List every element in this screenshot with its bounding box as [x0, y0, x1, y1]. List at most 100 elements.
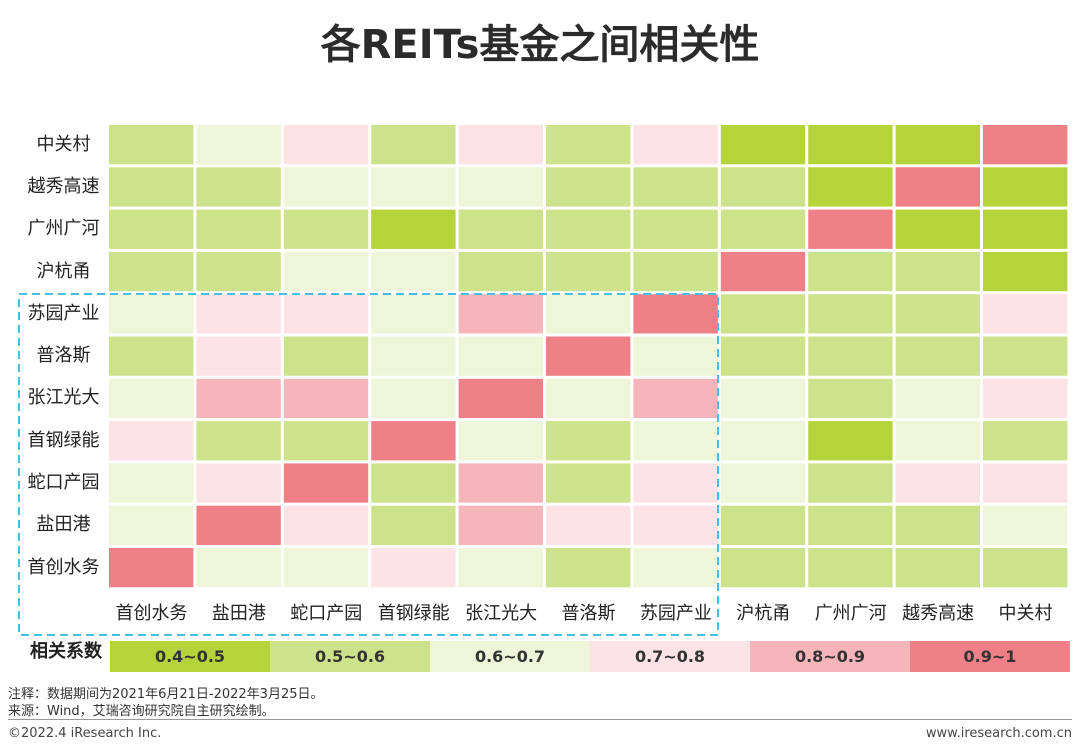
website-link[interactable]: www.iresearch.com.cn	[925, 726, 1072, 741]
heatmap-cell	[983, 336, 1068, 376]
heatmap-cell	[196, 209, 281, 249]
row-label: 苏园产业	[27, 302, 100, 324]
heatmap-cell	[458, 125, 543, 165]
heatmap-cell	[633, 336, 718, 376]
heatmap-cell	[458, 294, 543, 334]
heatmap-cell	[633, 251, 718, 292]
heatmap-cell	[283, 463, 369, 503]
heatmap-cell	[196, 505, 281, 545]
heatmap-cell	[546, 125, 631, 165]
row-label: 首创水务	[27, 556, 100, 578]
heatmap-cell	[895, 378, 980, 419]
heatmap-cell	[808, 463, 893, 503]
legend-item: 0.9~1	[910, 641, 1070, 672]
row-label: 中关村	[36, 133, 91, 155]
heatmap-cell	[196, 421, 281, 461]
heatmap-cell	[109, 251, 194, 292]
heatmap-cell	[895, 463, 980, 503]
heatmap-cell	[371, 548, 456, 588]
heatmap-cell	[546, 294, 631, 334]
row-label: 广州广河	[27, 218, 100, 240]
heatmap-cell	[546, 209, 631, 249]
column-label: 中关村	[998, 603, 1053, 624]
heatmap-cell	[808, 251, 893, 292]
heatmap-cell	[895, 209, 980, 249]
heatmap-cell	[283, 548, 369, 588]
chart-title: 各REITs基金之间相关性	[320, 22, 760, 68]
heatmap-cell	[109, 378, 194, 419]
heatmap-cell	[895, 125, 980, 165]
heatmap-cell	[720, 336, 806, 376]
heatmap-cell	[983, 378, 1068, 419]
heatmap-cell	[546, 421, 631, 461]
heatmap-cell	[720, 209, 806, 249]
legend-item: 0.5~0.6	[270, 641, 430, 672]
source-note: 来源：Wind，艾瑞咨询研究院自主研究绘制。	[8, 704, 275, 719]
row-label: 盐田港	[36, 514, 91, 536]
heatmap-cell	[633, 378, 718, 419]
copyright: ©2022.4 iResearch Inc.	[8, 726, 162, 741]
heatmap-cell	[633, 505, 718, 545]
legend-item: 0.8~0.9	[750, 641, 910, 672]
heatmap-cell	[109, 336, 194, 376]
heatmap-cell	[808, 209, 893, 249]
heatmap-cell	[458, 421, 543, 461]
heatmap-cell	[983, 505, 1068, 545]
heatmap-cell	[371, 294, 456, 334]
heatmap-cell	[808, 167, 893, 207]
heatmap-cell	[283, 378, 369, 419]
heatmap-cell	[720, 125, 806, 165]
column-label: 首创水务	[115, 603, 188, 624]
heatmap-cell	[458, 505, 543, 545]
heatmap-cell	[720, 463, 806, 503]
column-label: 苏园产业	[639, 603, 712, 624]
heatmap-cell	[458, 336, 543, 376]
heatmap-cell	[633, 421, 718, 461]
heatmap-cell	[196, 251, 281, 292]
heatmap-cell	[283, 167, 369, 207]
heatmap-cell	[633, 294, 718, 334]
heatmap-cell	[633, 209, 718, 249]
heatmap-cell	[546, 167, 631, 207]
heatmap-cell	[371, 421, 456, 461]
heatmap-cell	[546, 548, 631, 588]
heatmap-cell	[371, 378, 456, 419]
heatmap-cell	[633, 167, 718, 207]
heatmap-cell	[458, 209, 543, 249]
heatmap-cell	[283, 336, 369, 376]
heatmap-cell	[546, 251, 631, 292]
heatmap-cell	[983, 125, 1068, 165]
heatmap-cell	[458, 167, 543, 207]
heatmap-cell	[895, 505, 980, 545]
heatmap-cell	[983, 209, 1068, 249]
heatmap-cell	[983, 167, 1068, 207]
heatmap-cell	[283, 505, 369, 545]
heatmap-cell	[983, 463, 1068, 503]
heatmap-cell	[895, 548, 980, 588]
heatmap-cell	[109, 421, 194, 461]
heatmap-cell	[546, 378, 631, 419]
heatmap-cell	[983, 548, 1068, 588]
column-label: 盐田港	[211, 603, 266, 624]
heatmap-cell	[371, 251, 456, 292]
legend-item: 0.6~0.7	[430, 641, 590, 672]
heatmap-cell	[109, 209, 194, 249]
row-label: 沪杭甬	[36, 260, 91, 282]
heatmap-cell	[808, 294, 893, 334]
heatmap-cell	[983, 294, 1068, 334]
heatmap-cell	[808, 421, 893, 461]
heatmap-cell	[720, 294, 806, 334]
heatmap-cell	[196, 378, 281, 419]
heatmap-cell	[196, 336, 281, 376]
heatmap-cell	[458, 548, 543, 588]
heatmap-cell	[895, 167, 980, 207]
heatmap-cell	[371, 336, 456, 376]
heatmap-cell	[720, 251, 806, 292]
heatmap-cell	[720, 378, 806, 419]
heatmap-cell	[196, 548, 281, 588]
heatmap-cell	[808, 548, 893, 588]
heatmap-cell	[808, 505, 893, 545]
heatmap-cell	[633, 125, 718, 165]
heatmap-cell	[109, 294, 194, 334]
heatmap-cell	[283, 421, 369, 461]
